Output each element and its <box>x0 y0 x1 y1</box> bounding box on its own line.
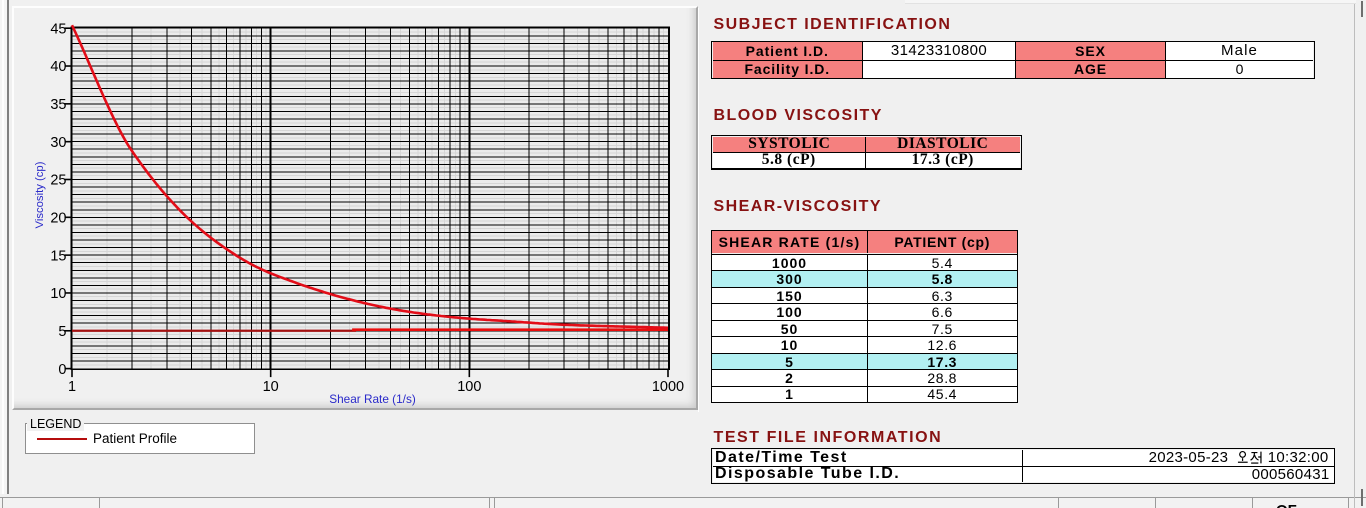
svg-text:10: 10 <box>50 286 66 302</box>
svg-text:10: 10 <box>263 379 279 395</box>
svg-text:25: 25 <box>50 173 66 189</box>
svg-text:45: 45 <box>50 21 66 37</box>
svg-text:Viscosity (cp): Viscosity (cp) <box>34 161 46 228</box>
svg-text:5: 5 <box>58 324 66 340</box>
svg-text:100: 100 <box>457 379 481 395</box>
svg-text:Shear Rate (1/s): Shear Rate (1/s) <box>329 392 416 406</box>
svg-text:1000: 1000 <box>652 379 684 395</box>
svg-text:1: 1 <box>68 379 76 395</box>
svg-text:0: 0 <box>58 362 66 378</box>
svg-text:40: 40 <box>50 59 66 75</box>
svg-text:35: 35 <box>50 97 66 113</box>
svg-text:30: 30 <box>50 135 66 151</box>
svg-text:20: 20 <box>50 211 66 227</box>
svg-text:15: 15 <box>50 248 66 264</box>
